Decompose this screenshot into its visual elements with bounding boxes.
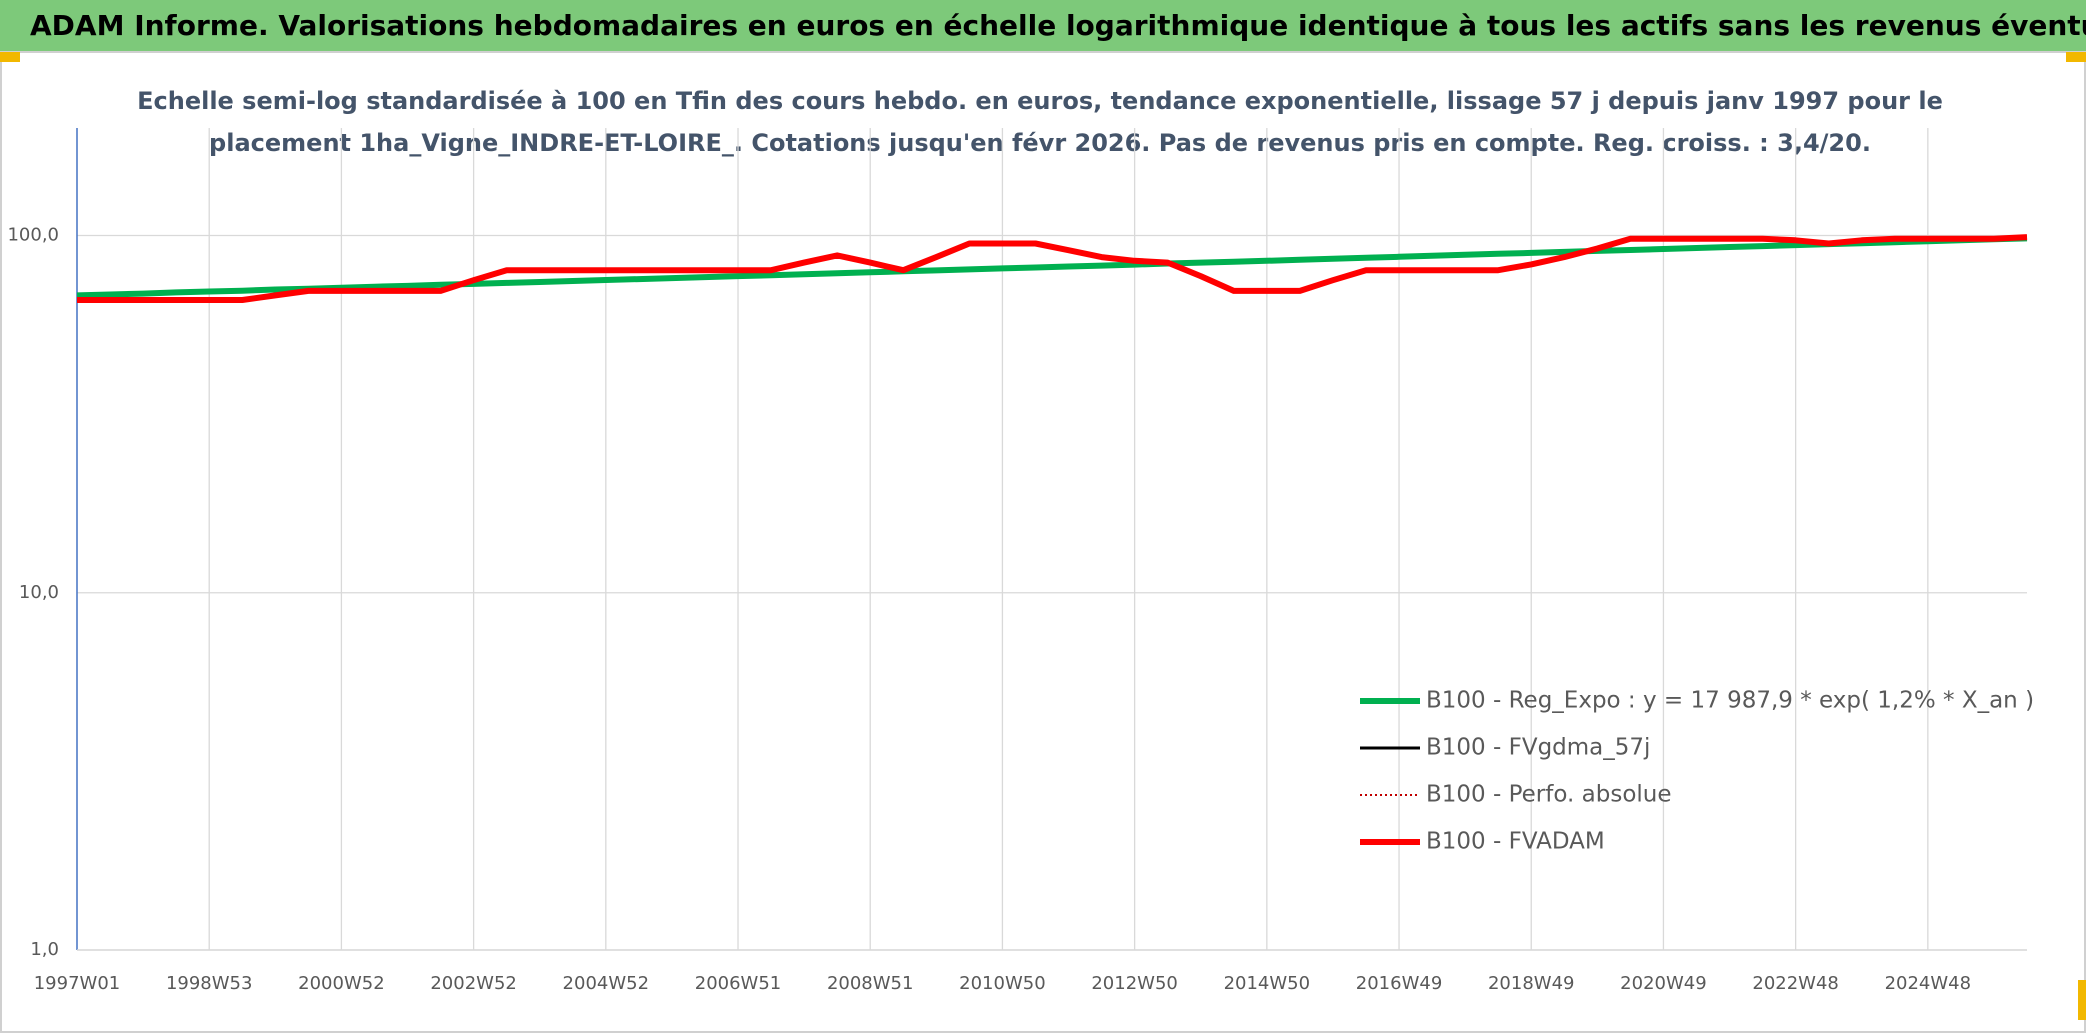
header-bar <box>0 0 2086 52</box>
x-tick-label: 1998W53 <box>166 973 253 994</box>
corner <box>2066 52 2086 62</box>
chart-frame <box>0 51 2086 1033</box>
chart-title: Echelle semi-log standardisée à 100 en T… <box>137 87 1943 115</box>
header-title: ADAM Informe. Valorisations hebdomadaire… <box>30 9 2086 42</box>
x-tick-label: 2022W48 <box>1752 973 1839 994</box>
y-tick-label: 100,0 <box>7 225 59 246</box>
x-tick-label: 2000W52 <box>298 973 385 994</box>
series-line <box>76 235 2028 299</box>
legend-label: B100 - Perfo. absolue <box>1426 782 1672 808</box>
legend-label: B100 - FVgdma_57j <box>1426 735 1650 761</box>
x-tick-label: 2006W51 <box>695 973 782 994</box>
y-tick-label: 10,0 <box>19 582 59 603</box>
corner <box>2078 980 2086 1020</box>
x-tick-label: 2004W52 <box>563 973 650 994</box>
legend-label: B100 - Reg_Expo : y = 17 987,9 * exp( 1,… <box>1426 688 2034 714</box>
x-tick-label: 2002W52 <box>430 973 517 994</box>
x-tick-label: 2020W49 <box>1620 973 1707 994</box>
x-tick-label: 2014W50 <box>1224 973 1311 994</box>
chart-title: placement 1ha_Vigne_INDRE-ET-LOIRE_. Cot… <box>209 129 1871 157</box>
legend-label: B100 - FVADAM <box>1426 829 1605 855</box>
series-line <box>77 234 2028 303</box>
x-tick-label: 1997W01 <box>34 973 121 994</box>
x-tick-label: 2018W49 <box>1488 973 1575 994</box>
x-tick-label: 2008W51 <box>827 973 914 994</box>
x-tick-label: 2010W50 <box>959 973 1046 994</box>
corner <box>0 52 20 62</box>
y-tick-label: 1,0 <box>30 939 59 960</box>
x-tick-label: 2012W50 <box>1091 973 1178 994</box>
x-tick-label: 2016W49 <box>1356 973 1443 994</box>
x-tick-label: 2024W48 <box>1885 973 1972 994</box>
